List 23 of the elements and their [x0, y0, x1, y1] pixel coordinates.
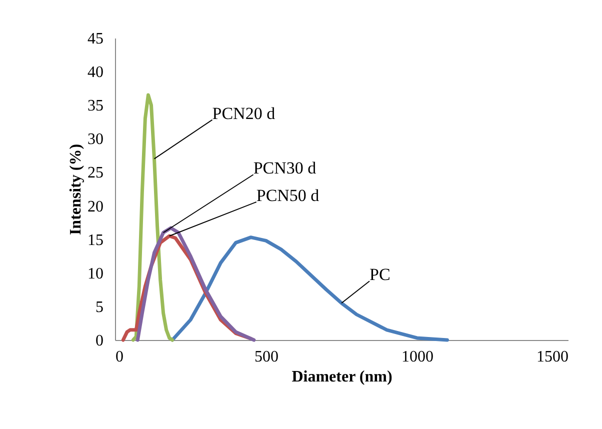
x-tick-label: 0	[116, 348, 124, 366]
y-axis-title: Intensity (%)	[68, 144, 84, 236]
text: PCN20 d	[212, 104, 276, 123]
y-tick-label: 25	[88, 164, 104, 182]
line-series	[170, 236, 449, 342]
text: PCN50 d	[256, 186, 320, 205]
series-label: PC	[370, 265, 390, 284]
y-tick-label: 15	[88, 232, 104, 249]
y-tick-label: 20	[88, 198, 104, 216]
x-tick-label: 1500	[536, 348, 568, 366]
text: PCN30 d	[253, 158, 317, 178]
x-tick-label: 1000	[402, 348, 434, 366]
x-axis-title: Diameter (nm)	[292, 368, 392, 386]
y-tick-label: 10	[88, 265, 104, 282]
y-tick-label: 40	[88, 64, 104, 82]
y-tick-label: 5	[96, 298, 104, 316]
y-tick-label: 0	[96, 332, 104, 350]
y-tick-label: 45	[88, 30, 104, 48]
line-series	[136, 226, 256, 342]
y-tick-label: 35	[88, 98, 104, 115]
x-tick-label: 500	[254, 348, 278, 366]
y-tick-label: 30	[88, 131, 104, 148]
line-series	[131, 93, 174, 342]
